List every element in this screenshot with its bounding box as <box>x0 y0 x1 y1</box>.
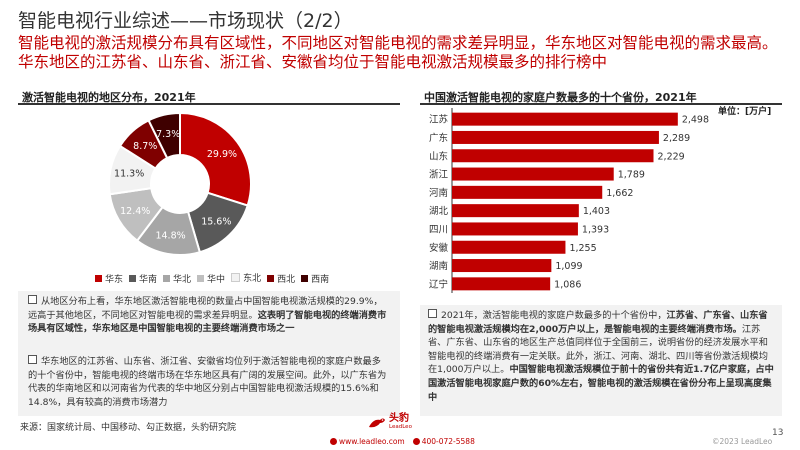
copyright: ©2023 LeadLeo <box>712 437 773 446</box>
legend-swatch-2 <box>163 275 171 282</box>
left-note-2-text: 华东地区的江苏省、山东省、浙江省、安徽省均位列于激活智能电视的家庭户数最多的十个… <box>28 356 387 408</box>
leopard-logo-icon <box>369 418 385 428</box>
page-subtitle: 智能电视的激活规模分布具有区域性，不同地区对智能电视的需求差异明显，华东地区对智… <box>18 34 778 71</box>
province-bar-chart: 江苏 2,498 广东 2,289 山东 2,229 浙江 1,789 河南 1,662 湖北 1,4… <box>429 108 709 293</box>
donut-slice-0 <box>179 111 252 207</box>
bar-value-7: 1,255 <box>569 243 596 254</box>
brand-name: 头豹 <box>389 413 409 424</box>
left-note-1-emphasis: 这表明了智能电视的终端消费市场具有区域性，华东地区是中国智能电视的主要终端消费市… <box>28 309 387 335</box>
bar-category-2: 山东 <box>429 150 448 162</box>
footer-phone: 400-072-5588 <box>421 437 475 446</box>
bar-value-8: 1,099 <box>555 261 582 272</box>
right-title-rule <box>420 103 782 105</box>
legend-label-4: 东北 <box>243 274 262 284</box>
bar-category-8: 湖南 <box>429 260 448 272</box>
brand-subname: LeadLeo <box>389 424 412 430</box>
legend-item-0: 华东 <box>95 272 123 285</box>
donut-label-0: 29.9% <box>207 149 237 160</box>
bullet-square-icon <box>28 355 37 364</box>
right-note: 2021年，激活智能电视的家庭户数最多的十个省份中，江苏省、广东省、山东省的智能… <box>428 309 774 404</box>
left-title-rule <box>18 103 400 105</box>
legend-swatch-1 <box>129 275 137 282</box>
donut-label-2: 14.8% <box>155 231 185 242</box>
footer-website[interactable]: www.leadleo.com <box>339 437 405 446</box>
left-note-2: 华东地区的江苏省、山东省、浙江省、安徽省均位列于激活智能电视的家庭户数最多的十个… <box>28 355 390 409</box>
bar-7 <box>452 240 566 254</box>
bar-category-7: 安徽 <box>429 242 449 254</box>
bar-1 <box>452 130 659 144</box>
legend-swatch-3 <box>197 275 205 282</box>
brand-logo: 头豹 LeadLeo <box>368 414 412 432</box>
legend-swatch-6 <box>301 275 309 282</box>
left-chart-title: 激活智能电视的地区分布，2021年 <box>22 91 196 104</box>
bar-category-1: 广东 <box>429 132 448 144</box>
legend-item-1: 华南 <box>129 272 157 285</box>
bar-value-9: 1,086 <box>554 279 581 290</box>
bar-5 <box>452 204 579 218</box>
globe-icon <box>330 438 337 445</box>
bar-value-2: 2,229 <box>658 151 685 162</box>
donut-label-6: 7.3% <box>156 129 180 140</box>
bar-2 <box>452 149 654 163</box>
bar-value-4: 1,662 <box>606 188 633 199</box>
legend-item-6: 西南 <box>301 272 329 285</box>
region-donut-chart: 29.9% 15.6% 14.8% 12.4% 11.3% 8.7%7.3% <box>108 111 252 256</box>
phone-icon <box>412 438 420 445</box>
legend-label-6: 西南 <box>311 275 330 285</box>
legend-item-2: 华北 <box>163 272 191 285</box>
bar-category-9: 辽宁 <box>429 278 448 290</box>
right-notes-box: 2021年，激活智能电视的家庭户数最多的十个省份中，江苏省、广东省、山东省的智能… <box>420 305 782 416</box>
unit-label: 单位：[万户] <box>718 107 772 117</box>
right-chart-title: 中国激活智能电视的家庭户数最多的十个省份，2021年 <box>424 91 697 104</box>
donut-label-1: 15.6% <box>201 217 231 228</box>
legend-label-5: 西北 <box>277 275 296 285</box>
bar-value-3: 1,789 <box>618 170 645 181</box>
legend-item-3: 华中 <box>197 272 225 285</box>
page-title: 智能电视行业综述——市场现状（2/2） <box>18 10 353 32</box>
source-note: 来源：国家统计局、中国移动、勾正数据，头豹研究院 <box>20 423 237 433</box>
right-note-text-2: 江苏省、广东省、山东省的地区生产总值同样位于全国前三，说明省份的经济发展水平和智… <box>428 323 768 376</box>
bar-value-1: 2,289 <box>663 133 690 144</box>
bar-category-0: 江苏 <box>429 114 449 126</box>
donut-label-4: 11.3% <box>114 169 144 180</box>
page-number: 13 <box>772 428 784 438</box>
left-note-1-text: 从地区分布上看，华东地区激活智能电视的数量占中国智能电视激活规模的29.9%，远… <box>28 296 383 321</box>
legend-label-3: 华中 <box>207 275 226 285</box>
legend-item-5: 西北 <box>267 272 295 285</box>
bar-category-5: 湖北 <box>429 206 449 217</box>
bar-4 <box>452 185 603 199</box>
left-notes-box: 从地区分布上看，华东地区激活智能电视的数量占中国智能电视激活规模的29.9%，远… <box>18 291 400 416</box>
left-note-1: 从地区分布上看，华东地区激活智能电视的数量占中国智能电视激活规模的29.9%，远… <box>28 295 390 336</box>
bar-category-3: 浙江 <box>429 169 449 181</box>
bar-value-6: 1,393 <box>582 224 609 235</box>
legend-label-0: 华东 <box>105 275 124 285</box>
bullet-square-icon <box>28 295 37 304</box>
bar-category-4: 河南 <box>429 187 448 199</box>
bar-0 <box>452 112 678 126</box>
right-note-emphasis-2: 中国智能电视激活规模位于前十的省份共有近1.7亿户家庭，占中国激活智能电视家庭户… <box>428 364 774 403</box>
bar-8 <box>452 259 552 273</box>
bar-9 <box>452 277 551 291</box>
bar-value-0: 2,498 <box>682 115 709 126</box>
bar-value-5: 1,403 <box>583 206 610 217</box>
donut-label-5: 8.7% <box>133 141 157 152</box>
legend-label-1: 华南 <box>139 275 158 285</box>
legend-swatch-4 <box>231 273 241 282</box>
right-note-emphasis-1: 江苏省、广东省、山东省的智能电视激活规模均在2,000万户以上，是智能电视的主要… <box>428 310 768 335</box>
bar-6 <box>452 222 578 236</box>
donut-slice-6 <box>147 111 181 160</box>
legend-item-4: 东北 <box>231 271 261 284</box>
right-note-text-1: 2021年，激活智能电视的家庭户数最多的十个省份中， <box>441 310 667 321</box>
bar-category-6: 四川 <box>429 224 448 235</box>
bullet-square-icon <box>428 309 437 318</box>
legend-swatch-5 <box>267 275 275 282</box>
donut-label-3: 12.4% <box>120 206 150 217</box>
region-legend: 华东 华南 华北 华中 东北 西北 西南 <box>95 267 345 286</box>
footer-contact: www.leadleo.com 400-072-5588 <box>330 437 475 446</box>
legend-swatch-0 <box>95 275 102 282</box>
bar-3 <box>452 167 614 181</box>
legend-label-2: 华北 <box>173 275 192 285</box>
